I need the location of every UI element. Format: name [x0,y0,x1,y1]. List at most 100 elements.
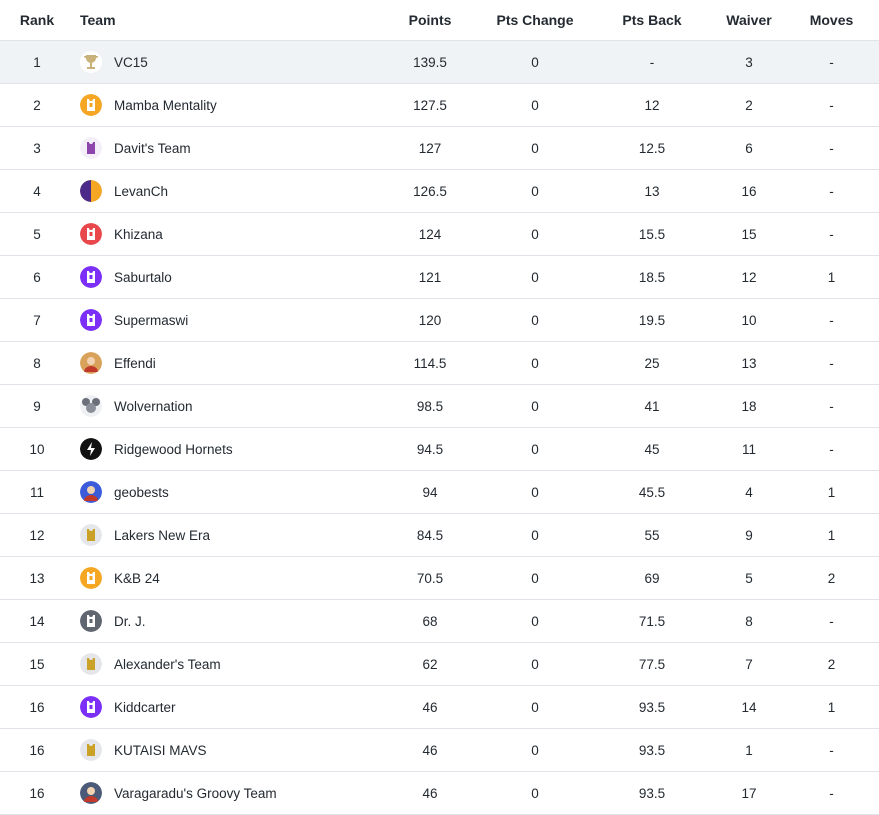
points-cell: 46 [422,785,438,801]
table-row: 7 Supermaswi 120 0 19.5 10 - [0,299,879,342]
header-points[interactable]: Points [380,0,480,41]
table-row: 16 KUTAISI MAVS 46 0 93.5 1 - [0,729,879,772]
rank-cell: 1 [33,54,41,70]
team-cell: Wolvernation [74,385,380,428]
team-link[interactable]: Dr. J. [74,610,380,632]
team-name[interactable]: Effendi [114,355,156,371]
header-waiver[interactable]: Waiver [714,0,784,41]
points-cell: 94 [422,484,438,500]
team-name[interactable]: Supermaswi [114,312,189,328]
team-link[interactable]: KUTAISI MAVS [74,739,380,761]
team-name[interactable]: Dr. J. [114,613,146,629]
team-name[interactable]: Mamba Mentality [114,97,217,113]
table-row: 6 Saburtalo 121 0 18.5 12 1 [0,256,879,299]
table-row: 12 Lakers New Era 84.5 0 55 9 1 [0,514,879,557]
rank-cell: 13 [29,570,45,586]
pts-change-cell: 0 [531,54,539,70]
team-link[interactable]: VC15 [74,51,380,73]
header-rank[interactable]: Rank [0,0,74,41]
pts-back-cell: 93.5 [638,785,666,801]
table-row: 3 Davit's Team 127 0 12.5 6 - [0,127,879,170]
table-row: 4 LevanCh 126.5 0 13 16 - [0,170,879,213]
waiver-cell: 6 [745,140,753,156]
team-name[interactable]: VC15 [114,54,148,70]
standings-header: Rank Team Points Pts Change Pts Back Wai… [0,0,879,41]
table-row: 1 VC15 139.5 0 - 3 - [0,40,879,84]
team-name[interactable]: Ridgewood Hornets [114,441,233,457]
waiver-cell: 7 [745,656,753,672]
team-name[interactable]: K&B 24 [114,570,160,586]
rank-cell: 6 [33,269,41,285]
rank-cell: 8 [33,355,41,371]
team-logo-jersey-icon [80,223,102,245]
team-link[interactable]: Davit's Team [74,137,380,159]
pts-change-cell: 0 [531,183,539,199]
points-cell: 139.5 [413,54,447,70]
header-pts-change[interactable]: Pts Change [480,0,590,41]
team-name[interactable]: Khizana [114,226,163,242]
pts-change-cell: 0 [531,97,539,113]
team-link[interactable]: LevanCh [74,180,380,202]
team-link[interactable]: geobests [74,481,380,503]
team-logo-jersey-icon [80,94,102,116]
moves-cell: - [829,441,834,457]
team-name[interactable]: Kiddcarter [114,699,176,715]
rank-cell: 15 [29,656,45,672]
header-pts-back[interactable]: Pts Back [590,0,714,41]
team-cell: Lakers New Era [74,514,380,557]
team-link[interactable]: Wolvernation [74,395,380,417]
team-link[interactable]: Supermaswi [74,309,380,331]
team-name[interactable]: geobests [114,484,169,500]
team-name[interactable]: Wolvernation [114,398,193,414]
pts-back-cell: - [649,54,655,70]
moves-cell: 1 [827,269,836,285]
team-name[interactable]: Saburtalo [114,269,172,285]
table-row: 13 K&B 24 70.5 0 69 5 2 [0,557,879,600]
pts-change-cell: 0 [531,785,539,801]
team-name[interactable]: Alexander's Team [114,656,221,672]
pts-back-cell: 93.5 [638,699,666,715]
team-logo-jersey-icon [80,309,102,331]
pts-back-cell: 45 [644,441,660,457]
team-cell: VC15 [74,41,380,84]
team-link[interactable]: Khizana [74,223,380,245]
moves-cell: 1 [827,484,836,500]
team-link[interactable]: Mamba Mentality [74,94,380,116]
table-row: 10 Ridgewood Hornets 94.5 0 45 11 - [0,428,879,471]
team-link[interactable]: Lakers New Era [74,524,380,546]
team-name[interactable]: Lakers New Era [114,527,211,543]
team-link[interactable]: Varagaradu's Groovy Team [74,782,380,804]
team-name[interactable]: Varagaradu's Groovy Team [114,785,277,801]
pts-change-cell: 0 [531,656,539,672]
rank-cell: 10 [29,441,45,457]
team-logo-jersey-icon [80,567,102,589]
team-link[interactable]: Saburtalo [74,266,380,288]
moves-cell: - [829,398,834,414]
moves-cell: - [829,54,834,70]
team-link[interactable]: Alexander's Team [74,653,380,675]
team-link[interactable]: Effendi [74,352,380,374]
table-row: 11 geobests 94 0 45.5 4 1 [0,471,879,514]
team-link[interactable]: Ridgewood Hornets [74,438,380,460]
pts-back-cell: 69 [644,570,660,586]
team-cell: geobests [74,471,380,514]
pts-back-cell: 12.5 [638,140,666,156]
team-name[interactable]: Davit's Team [114,140,191,156]
team-link[interactable]: K&B 24 [74,567,380,589]
moves-cell: 2 [827,656,836,672]
pts-change-cell: 0 [531,613,539,629]
points-cell: 126.5 [413,183,447,199]
waiver-cell: 15 [741,226,757,242]
team-cell: LevanCh [74,170,380,213]
header-team[interactable]: Team [74,0,380,41]
team-name[interactable]: KUTAISI MAVS [114,742,207,758]
header-moves[interactable]: Moves [784,0,879,41]
moves-cell: 1 [827,527,836,543]
team-logo-avatar-icon [80,782,102,804]
team-logo-trophy-icon [80,51,102,73]
rank-cell: 16 [29,699,45,715]
team-link[interactable]: Kiddcarter [74,696,380,718]
points-cell: 124 [418,226,442,242]
pts-change-cell: 0 [531,441,539,457]
team-name[interactable]: LevanCh [114,183,169,199]
